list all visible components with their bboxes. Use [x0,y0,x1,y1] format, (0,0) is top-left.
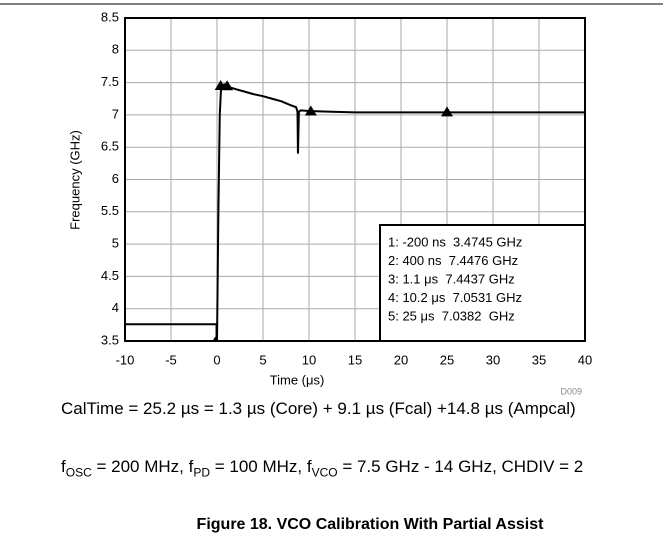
y-tick-label: 8.5 [101,9,119,24]
y-tick-label: 5 [112,236,119,251]
plot-border [124,17,586,342]
caption: Figure 18. VCO Calibration With Partial … [196,516,544,533]
x-tick-label: 25 [440,352,454,367]
x-tick-label: -5 [165,352,177,367]
marker [304,105,317,116]
settings-text: f [61,457,66,476]
x-tick-label: 10 [302,352,316,367]
marker-legend-entry: 3: 1.1 μs 7.4437 GHz [388,271,515,286]
x-tick-label: 35 [532,352,546,367]
y-tick-label: 7.5 [101,74,119,89]
chart: Time (μs) Frequency (GHz) D009 -10 -5 0 5 10… [0,3,663,396]
x-tick-label: 20 [394,352,408,367]
marker-legend-entry: 5: 25 μs 7.0382 GHz [388,308,515,323]
x-tick-label: -10 [116,352,135,367]
settings-text: = 200 MHz, f [91,457,194,476]
marker-legend-entry: 1: -200 ns 3.4745 GHz [388,234,522,249]
settings-note: fOSC = 200 MHz, fPD = 100 MHz, fVCO = 7.… [61,454,606,485]
y-tick-label: 3.5 [101,332,119,347]
x-tick-label: 5 [259,352,266,367]
marker [221,80,234,91]
figure-code: D009 [560,386,582,396]
y-tick-label: 6 [112,171,119,186]
y-axis-label: Frequency (GHz) [67,130,82,230]
data-line [125,83,585,341]
x-tick-label: 15 [348,352,362,367]
y-tick-label: 4 [112,300,119,315]
settings-text: = 100 MHz, f [210,457,312,476]
y-tick-label: 6.5 [101,139,119,154]
marker-legend-entry: 4: 10.2 μs 7.0531 GHz [388,290,522,305]
subscript: PD [193,465,210,480]
x-axis-label: Time (μs) [270,372,325,387]
x-tick-label: 40 [578,352,592,367]
x-tick-label: 30 [486,352,500,367]
caltime-note: CalTime = 25.2 µs = 1.3 µs (Core) + 9.1 … [61,399,576,418]
plot-area [125,79,585,341]
marker-legend-entry: 2: 400 ns 7.4476 GHz [388,253,518,268]
marker [441,106,453,117]
marker [212,336,218,341]
y-tick-label: 7 [112,106,119,121]
y-tick-label: 8 [112,42,119,57]
settings-text: = 7.5 GHz - 14 GHz, CHDIV = 2 [337,457,584,476]
subscript: VCO [311,465,338,480]
y-tick-label: 5.5 [101,203,119,218]
marker-legend [379,224,586,342]
y-tick-label: 4.5 [101,268,119,283]
x-tick-label: 0 [213,352,220,367]
subscript: OSC [65,465,92,480]
